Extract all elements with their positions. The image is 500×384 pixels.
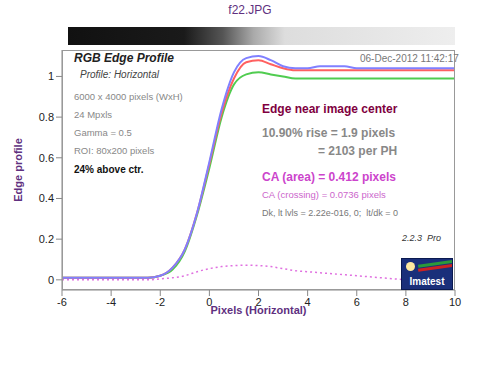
svg-text:1: 1 — [48, 70, 54, 82]
svg-text:6: 6 — [354, 296, 360, 308]
svg-text:0: 0 — [48, 274, 54, 286]
svg-text:0.8: 0.8 — [39, 111, 54, 123]
svg-text:-2: -2 — [155, 296, 165, 308]
svg-text:-4: -4 — [106, 296, 116, 308]
svg-text:0.2: 0.2 — [39, 233, 54, 245]
svg-text:8: 8 — [403, 296, 409, 308]
svg-text:10: 10 — [449, 296, 461, 308]
svg-text:0.4: 0.4 — [39, 192, 54, 204]
svg-text:0.6: 0.6 — [39, 152, 54, 164]
svg-text:-6: -6 — [57, 296, 67, 308]
